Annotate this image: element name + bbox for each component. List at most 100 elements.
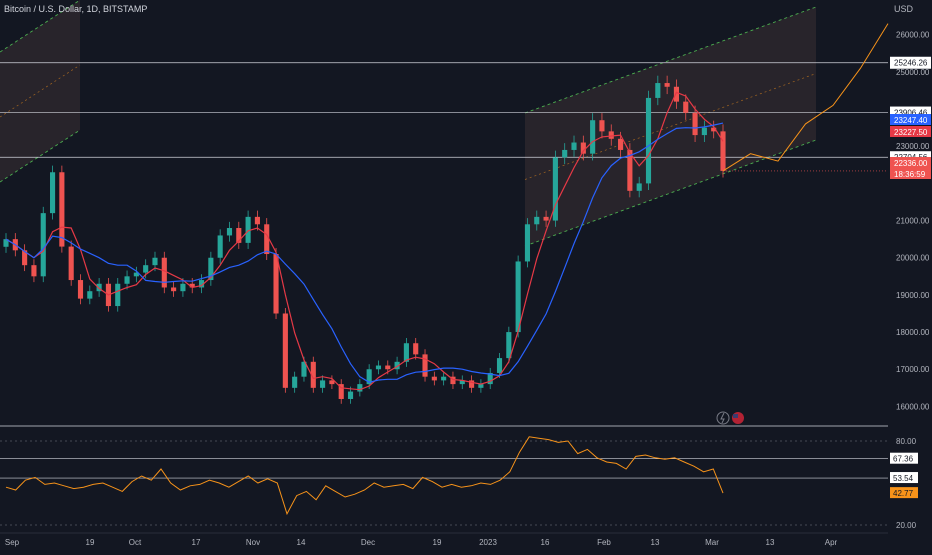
rsi-tag-label: 67.36 (893, 455, 914, 464)
candle-body (413, 343, 419, 355)
price-tick-label: 17000.00 (896, 365, 930, 374)
candle-body (590, 120, 596, 154)
candle-body (403, 343, 409, 362)
candle-body (683, 101, 689, 113)
price-tag-bg (890, 168, 931, 179)
candle-body (478, 384, 484, 388)
candle-body (49, 172, 56, 214)
candle-body (357, 384, 363, 392)
candle-body (22, 250, 28, 266)
candle-body (627, 149, 633, 191)
candle-body (506, 332, 512, 359)
moving-averages (5, 91, 724, 391)
lightning-icon-glyph (720, 412, 725, 424)
time-tick-label: 13 (651, 538, 660, 547)
time-tick-label: Mar (705, 538, 719, 547)
candle-body (245, 216, 251, 243)
channel-left-fill (0, 0, 80, 182)
us-flag-icon-canton (733, 414, 738, 418)
candle-body (189, 283, 195, 288)
candle-body (161, 257, 167, 288)
rsi-tag-label: 42.77 (893, 489, 914, 498)
time-tick-label: Oct (129, 538, 142, 547)
candle-body (720, 131, 726, 171)
candle-body (77, 280, 84, 299)
candle-body (515, 261, 521, 333)
candle-body (655, 83, 661, 98)
time-tick-label: 16 (541, 538, 550, 547)
rsi-tag-bg (890, 452, 918, 464)
candle-body (441, 376, 447, 381)
price-tag-label: 23227.50 (894, 128, 928, 137)
ma-slow-line (5, 122, 724, 383)
currency-label: USD (894, 4, 914, 14)
channel-right-lower (524, 139, 817, 247)
candle-body (580, 142, 586, 154)
candle-body (543, 216, 549, 221)
candle-body (571, 142, 577, 150)
price-tick-label: 18000.00 (896, 328, 930, 337)
event-icons[interactable] (716, 411, 744, 425)
time-tick-label: Dec (361, 538, 375, 547)
channel-right-middle (524, 73, 817, 180)
candle-body (469, 380, 475, 388)
candle-body (198, 280, 205, 288)
channel-left-middle (0, 64, 81, 118)
price-tag-label: 18:36:59 (894, 170, 926, 179)
candle-body (664, 83, 670, 87)
projection-path (722, 23, 889, 172)
candle-body (534, 216, 540, 225)
level-tag-bg (890, 56, 931, 69)
chart-title: Bitcoin / U.S. Dollar, 1D, BITSTAMP (4, 4, 147, 14)
price-tag-bg (890, 157, 931, 168)
candle-body (115, 283, 121, 307)
candle-body (40, 213, 46, 277)
candle-body (347, 391, 354, 399)
candle-body (124, 276, 130, 284)
rsi-tag-label: 53.54 (893, 474, 914, 483)
channel-right-fill (525, 7, 816, 246)
grid (0, 425, 888, 534)
candle-body (133, 272, 139, 277)
candle-body (143, 265, 149, 273)
candle-body (320, 380, 326, 388)
candle-body (254, 216, 260, 225)
candle-body (273, 254, 279, 314)
price-axis[interactable]: 26000.00 25000.00 23000.00 21000.00 20000.00… (896, 31, 930, 412)
rsi-tick-label: 80.00 (896, 437, 917, 446)
price-tags: 25246.2623906.4622704.5623247.4023227.50… (890, 56, 931, 499)
candle-body (552, 157, 558, 221)
candle-body (3, 239, 9, 247)
candle-body (217, 235, 223, 258)
candle-body (618, 138, 624, 150)
rsi-tag-bg (890, 472, 918, 484)
channel-left-upper (0, 0, 81, 53)
candle-body (152, 257, 158, 266)
candle-body (701, 127, 707, 136)
level-tag-label: 23906.46 (894, 109, 928, 118)
price-tag-bg (890, 126, 931, 137)
price-tick-label: 21000.00 (896, 217, 930, 226)
candle-body (636, 183, 642, 191)
price-tick-label: 25000.00 (896, 68, 930, 77)
price-tick-label: 19000.00 (896, 291, 930, 300)
candle-body (292, 376, 298, 388)
rsi-tick-label: 20.00 (896, 521, 917, 530)
rsi-axis[interactable]: 80.00 20.00 (896, 437, 917, 530)
candle-body (264, 224, 270, 255)
price-tick-label: 26000.00 (896, 31, 930, 40)
lightning-icon (716, 411, 730, 425)
candle-body (366, 369, 372, 385)
time-axis[interactable]: Sep 19 Oct 17 Nov 14 Dec 19 2023 16 Feb 13 Mar 13 Apr (5, 538, 838, 547)
price-tag-label: 22336.00 (894, 159, 928, 168)
candle-body (208, 257, 214, 281)
rsi-tag-bg (890, 487, 918, 499)
candle-body (338, 384, 344, 399)
price-tag-label: 23247.40 (894, 116, 928, 125)
rsi-line (5, 436, 724, 516)
time-tick-label: 2023 (479, 538, 497, 547)
candle-body (422, 354, 428, 377)
candle-body (31, 265, 37, 277)
